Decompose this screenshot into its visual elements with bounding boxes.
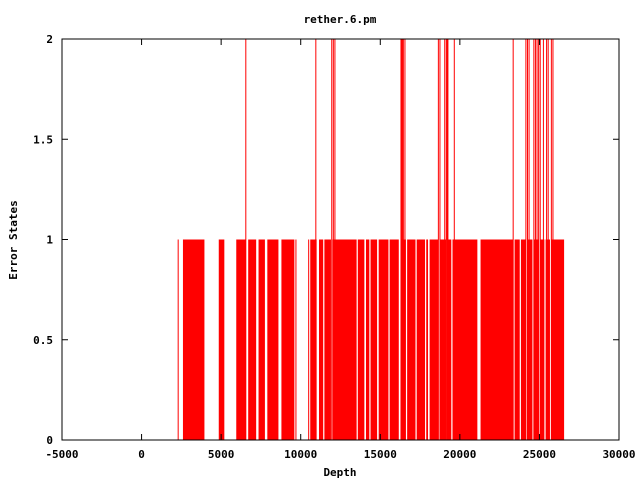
x-tick-label: 30000	[602, 448, 635, 461]
bar-segment	[267, 239, 279, 440]
x-tick-label: 15000	[364, 448, 397, 461]
bar-segment	[218, 239, 225, 440]
y-axis-label: Error States	[7, 200, 20, 279]
ticks-layer: -5000 0 5000 10000 15000 20000 25000 3000000.51…	[33, 33, 635, 461]
x-tick-label: 10000	[284, 448, 317, 461]
x-tick-label: 20000	[443, 448, 476, 461]
y-tick-label: 0	[46, 434, 53, 447]
x-axis-label: Depth	[323, 466, 356, 479]
x-tick-label: -5000	[45, 448, 78, 461]
bar-segment	[332, 239, 365, 440]
bars-layer	[177, 39, 565, 440]
bar-segment	[236, 239, 246, 440]
x-tick-label: 5000	[208, 448, 235, 461]
bar-segment	[310, 239, 317, 440]
y-tick-label: 1	[46, 234, 53, 247]
x-tick-label: 25000	[523, 448, 556, 461]
bar-segment	[248, 239, 257, 440]
bar-segment	[280, 239, 295, 440]
bar-segment	[319, 239, 331, 440]
bar-segment	[365, 239, 378, 440]
bar-segment	[400, 239, 429, 440]
bar-segment	[258, 239, 265, 440]
y-tick-label: 2	[46, 33, 53, 46]
y-tick-label: 0.5	[33, 334, 53, 347]
bar-segment	[429, 239, 478, 440]
y-tick-label: 1.5	[33, 133, 53, 146]
bar-segment	[182, 239, 205, 440]
chart-title: rether.6.pm	[304, 13, 377, 26]
x-tick-label: 0	[138, 448, 145, 461]
